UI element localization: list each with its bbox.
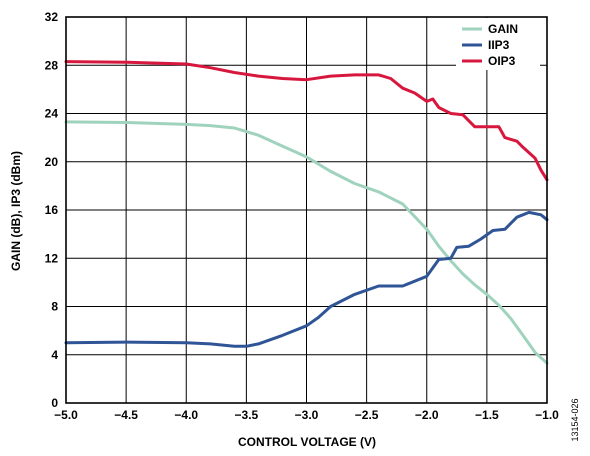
series-layer	[64, 60, 549, 365]
y-tick-label: 4	[51, 348, 58, 362]
legend-label-gain: GAIN	[488, 22, 518, 36]
x-tick-label: −2.0	[415, 408, 439, 422]
x-tick-label: −5.0	[54, 408, 78, 422]
figure-id: 13154-026	[570, 398, 580, 441]
y-tick-label: 20	[45, 155, 59, 169]
series-line-gain	[64, 120, 549, 365]
y-tick-label: 32	[45, 10, 59, 24]
legend-label-oip3: OIP3	[488, 54, 516, 68]
y-tick-label: 0	[51, 396, 58, 410]
grid	[66, 17, 547, 403]
x-tick-label: −2.5	[355, 408, 379, 422]
y-axis-title: GAIN (dB), IP3 (dBm)	[9, 151, 23, 271]
plot-frame	[65, 16, 548, 404]
legend-label-iip3: IIP3	[488, 38, 510, 52]
x-tick-label: −1.5	[475, 408, 499, 422]
y-tick-label: 28	[45, 58, 59, 72]
x-tick-label: −4.5	[114, 408, 138, 422]
x-tick-label: −3.0	[295, 408, 319, 422]
y-tick-label: 24	[45, 107, 59, 121]
x-tick-label: −1.0	[535, 408, 559, 422]
tick-labels: −5.0 −4.5 −4.0 −3.5 −3.0 −2.5 −2.0 −1.5 −1.0 0 4 8 1…	[45, 10, 560, 422]
y-tick-label: 12	[45, 251, 59, 265]
x-tick-label: −3.5	[235, 408, 259, 422]
y-tick-label: 8	[51, 300, 58, 314]
legend: GAIN IIP3 OIP3	[456, 18, 540, 70]
x-axis-title: CONTROL VOLTAGE (V)	[238, 435, 376, 449]
x-tick-label: −4.0	[174, 408, 198, 422]
series-line-oip3	[64, 60, 549, 182]
series-line-iip3	[64, 210, 549, 348]
y-tick-label: 16	[45, 203, 59, 217]
